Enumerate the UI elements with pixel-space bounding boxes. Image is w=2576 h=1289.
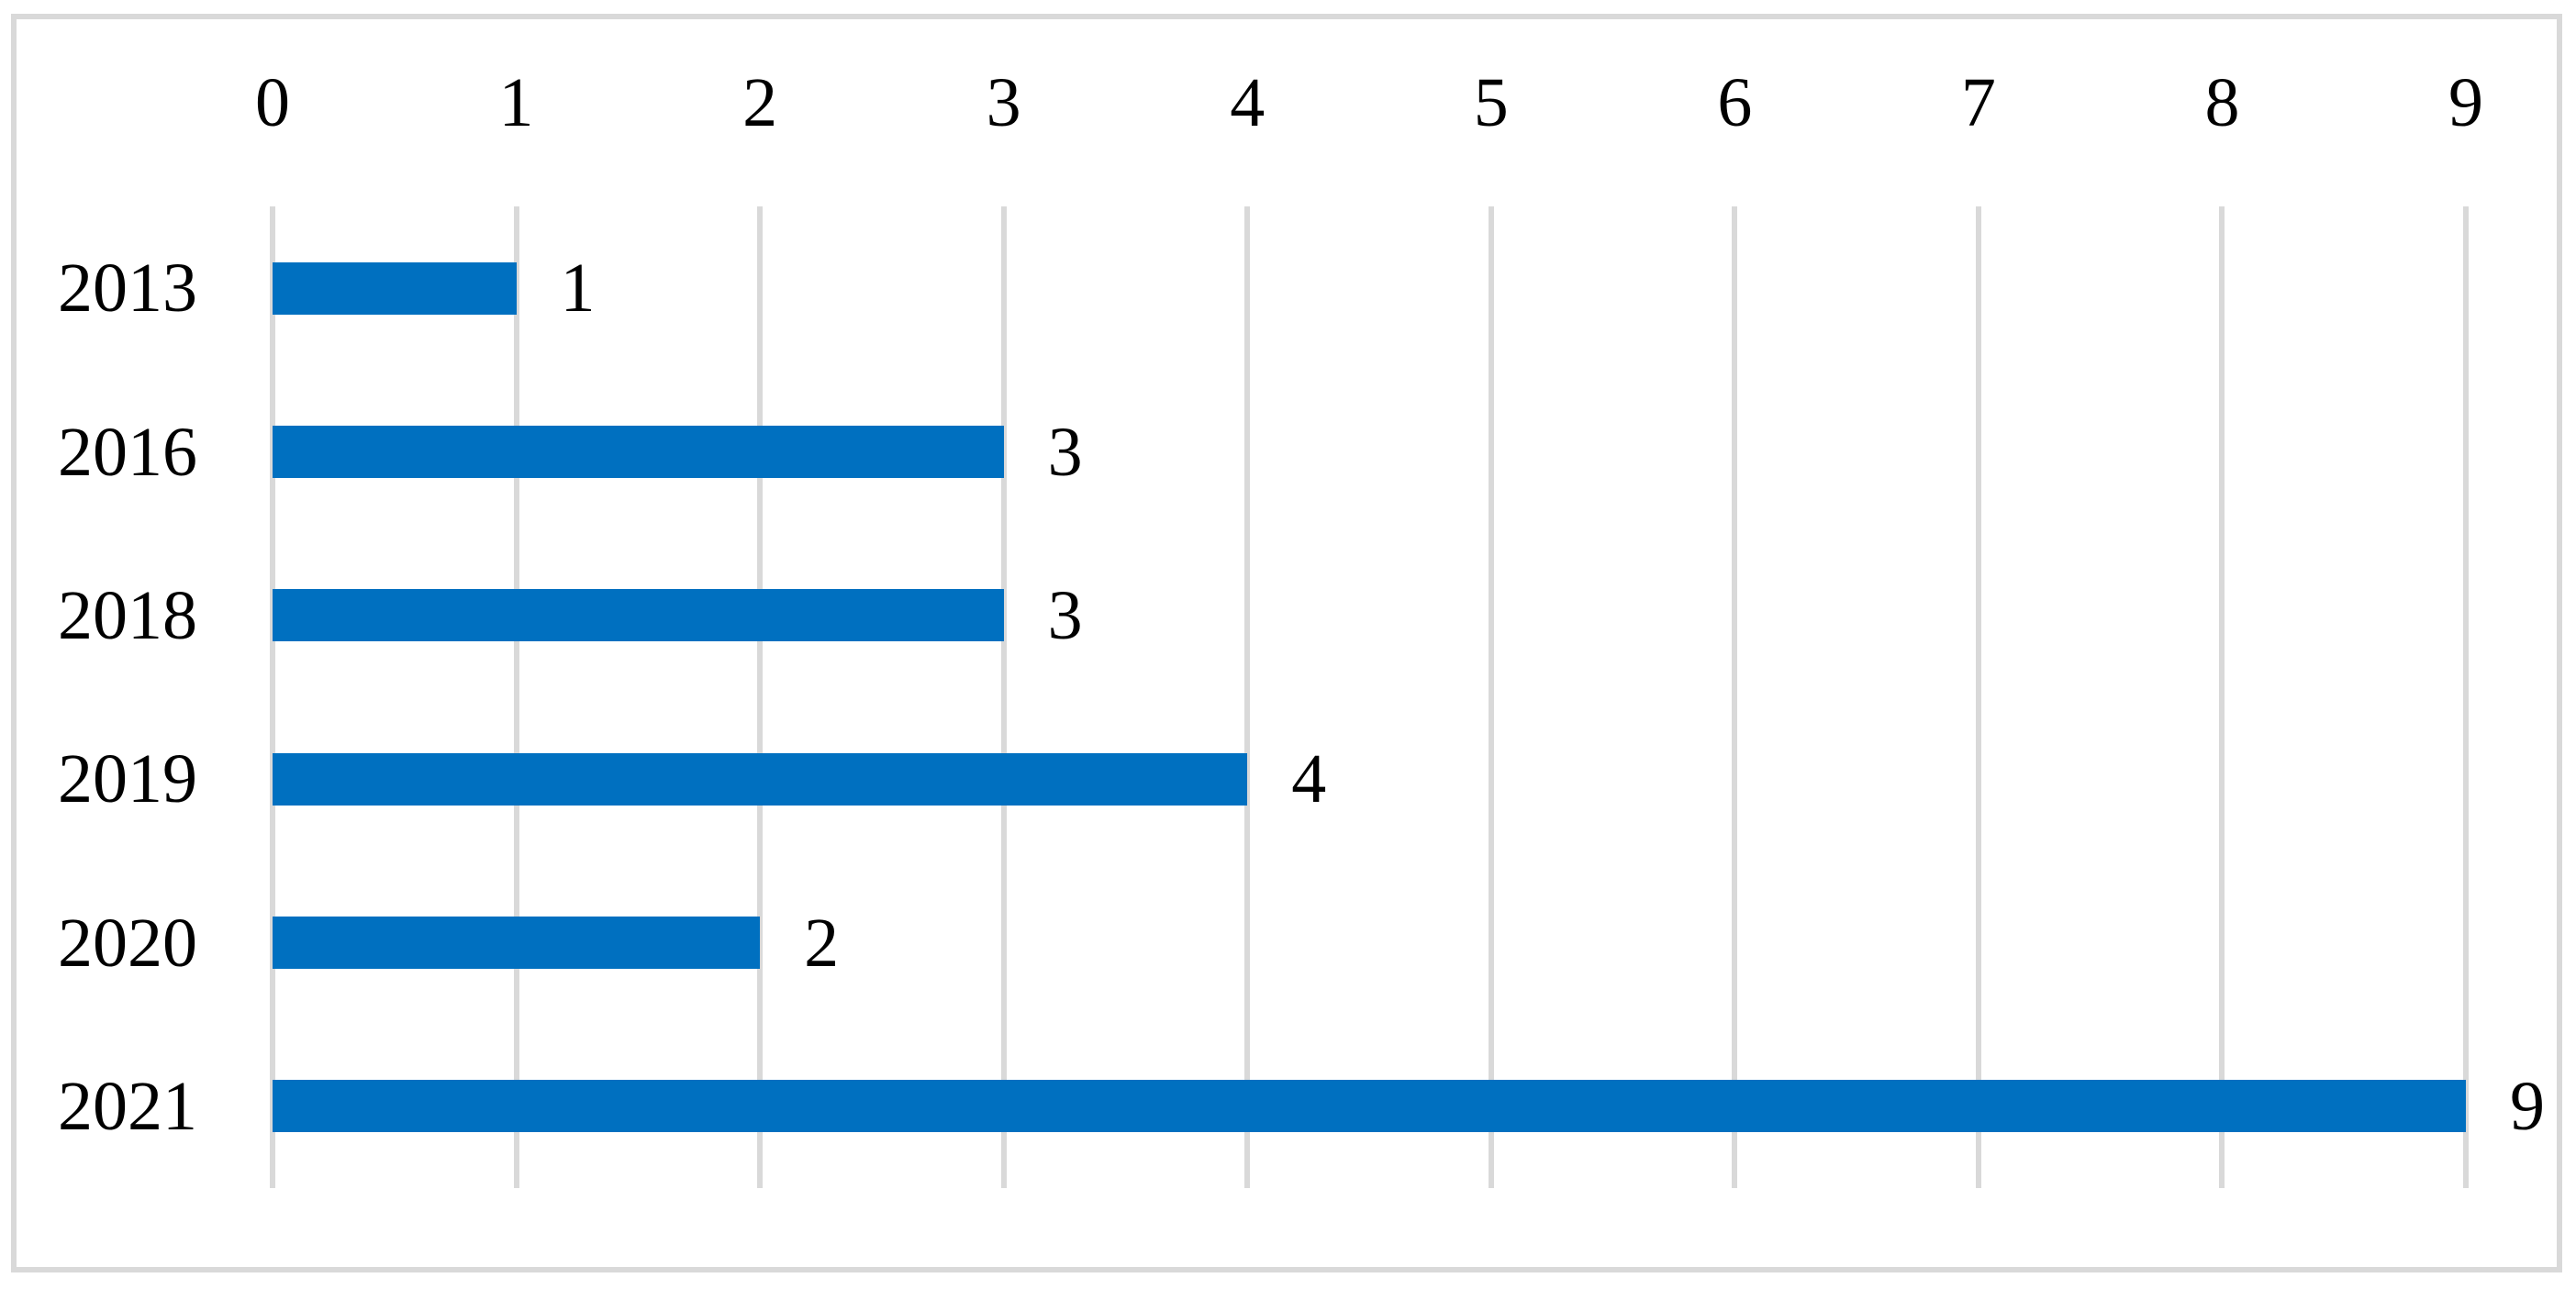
bar (273, 426, 1004, 478)
x-axis-tick-label: 0 (255, 64, 290, 141)
gridline (1975, 206, 1981, 1188)
bar-value-label: 9 (2510, 1067, 2546, 1145)
bar (273, 1080, 2467, 1133)
gridline (1244, 206, 1251, 1188)
bar (273, 589, 1004, 642)
gridline (513, 206, 519, 1188)
x-axis-tick-label: 3 (986, 64, 1021, 141)
x-axis-tick-label: 6 (1717, 64, 1753, 141)
chart-border (11, 14, 2562, 1272)
category-axis-label: 2018 (58, 576, 197, 654)
gridline (270, 206, 275, 1188)
gridline (757, 206, 764, 1188)
gridline (1488, 206, 1494, 1188)
category-axis-label: 2019 (58, 740, 197, 818)
category-axis-label: 2020 (58, 904, 197, 982)
x-axis-tick-label: 8 (2204, 64, 2240, 141)
bar-value-label: 3 (1047, 413, 1083, 491)
gridline (2463, 206, 2470, 1188)
bar (273, 752, 1248, 806)
bar-value-label: 2 (804, 904, 840, 982)
bar-value-label: 3 (1047, 576, 1083, 654)
x-axis-tick-label: 2 (742, 64, 778, 141)
x-axis-tick-label: 4 (1230, 64, 1266, 141)
gridline (1732, 206, 1738, 1188)
x-axis-tick-label: 7 (1960, 64, 1996, 141)
bar (273, 261, 517, 315)
category-axis-label: 2013 (58, 250, 197, 328)
gridline (1000, 206, 1007, 1188)
category-axis-label: 2021 (58, 1067, 197, 1145)
bar (273, 917, 761, 969)
bar-value-label: 4 (1291, 740, 1327, 818)
bar-value-label: 1 (560, 250, 596, 328)
category-axis-label: 2016 (58, 413, 197, 491)
x-axis-tick-label: 5 (1473, 64, 1509, 141)
gridline (2219, 206, 2225, 1188)
x-axis-tick-label: 1 (498, 64, 534, 141)
x-axis-tick-label: 9 (2448, 64, 2484, 141)
